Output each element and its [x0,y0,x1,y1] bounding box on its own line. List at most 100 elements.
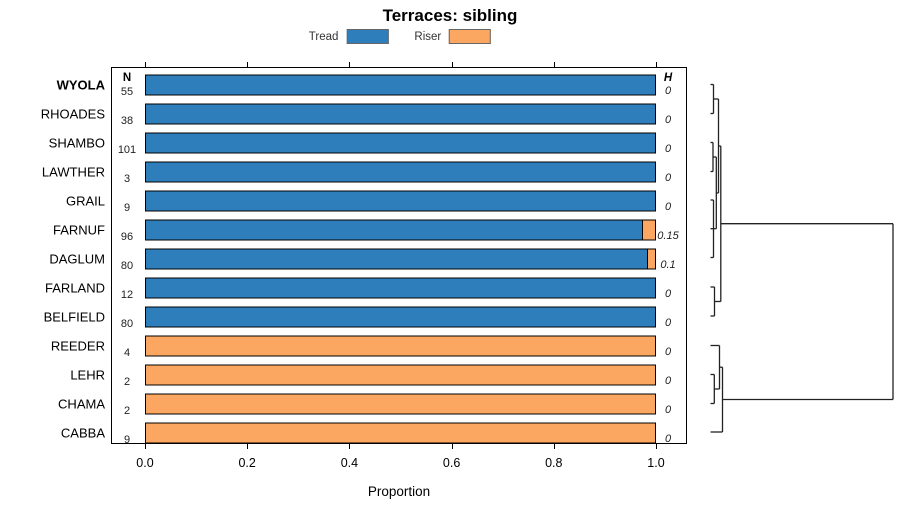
x-tick-label: 0.2 [238,456,256,470]
bar-segment-tread [146,191,655,211]
bar-segment-tread [146,307,655,327]
bar-segment-riser [146,365,655,385]
bottom-axis-tick [656,444,657,449]
plot-area-border [111,67,687,444]
bar-rhoades [145,103,656,125]
row-label-lawther: LAWTHER [41,164,105,180]
bar-lawther [145,161,656,183]
bar-segment-tread [146,133,655,153]
x-tick-label: 0.0 [136,456,154,470]
legend-label: Tread [308,30,339,43]
x-tick-label: 0.4 [340,456,359,470]
top-axis-tick [451,62,453,67]
h-value: 0 [664,201,672,213]
x-tick-label: 0.6 [442,456,461,470]
bar-segment-divider [646,249,649,269]
n-value: 9 [123,201,131,214]
h-value: 0 [664,114,672,126]
row-label-daglum: DAGLUM [49,251,105,267]
bar-segment-tread [146,75,655,95]
legend: Tread Riser [309,29,492,44]
row-label-reeder: REEDER [50,338,105,354]
bar-segment-tread [146,249,648,269]
h-value: 0 [664,172,672,184]
n-value: 80 [120,259,134,272]
h-value: 0 [664,85,672,97]
h-value: 0 [664,346,672,358]
bar-segment-tread [146,104,655,124]
bar-segment-tread [146,220,643,240]
h-value: 0.15 [657,230,679,242]
n-value: 4 [123,346,131,359]
h-value: 0.1 [660,259,676,271]
bar-segment-riser [146,336,655,356]
h-value: 0 [664,143,672,155]
legend-item-tread: Tread [309,29,389,44]
n-value: 2 [123,375,131,388]
legend-swatch-tread [346,29,389,44]
bar-reeder [145,335,656,357]
top-axis-tick [553,62,555,67]
row-label-rhoades: RHOADES [40,106,105,122]
legend-item-riser: Riser [414,29,492,44]
x-axis-title: Proportion [367,484,431,499]
bar-shambo [145,132,656,154]
n-value: 101 [117,143,137,156]
h-value: 0 [664,375,672,387]
bar-grail [145,190,656,212]
top-axis-tick [145,62,146,67]
bar-segment-riser [146,423,655,443]
row-label-lehr: LEHR [70,367,105,383]
bar-farland [145,277,656,299]
bottom-axis-tick [145,444,146,449]
bottom-axis-tick [451,444,453,449]
bottom-axis-tick [349,444,351,449]
bar-chama [145,393,656,415]
top-axis-tick [349,62,351,67]
legend-label: Riser [414,30,442,43]
bottom-axis-tick [247,444,249,449]
row-label-wyola: WYOLA [56,77,105,93]
h-value: 0 [664,288,672,300]
row-label-shambo: SHAMBO [48,135,105,151]
x-tick-label: 0.8 [545,456,563,470]
bar-cabba [145,422,656,444]
n-value: 96 [120,230,134,243]
n-value: 80 [120,317,134,330]
bottom-axis-tick [553,444,555,449]
n-value: 38 [120,114,134,127]
x-tick-label: 1.0 [647,456,665,470]
bar-lehr [145,364,656,386]
bar-segment-riser [146,394,655,414]
bar-segment-divider [641,220,643,240]
n-column-header: N [122,72,132,84]
h-value: 0 [664,433,672,445]
row-label-cabba: CABBA [60,425,105,441]
n-value: 55 [120,85,134,98]
bar-segment-riser [647,249,655,269]
n-value: 3 [123,172,131,185]
legend-swatch-riser [449,29,492,44]
bar-segment-tread [146,162,655,182]
h-value: 0 [664,404,672,416]
row-label-farland: FARLAND [45,280,105,296]
bar-daglum [145,248,656,270]
top-axis-tick [656,62,657,67]
bar-farnuf [145,219,656,241]
bar-wyola [145,74,656,96]
row-label-farnuf: FARNUF [53,222,105,238]
bar-belfield [145,306,656,328]
h-column-header: H [663,72,673,84]
bar-segment-riser [642,220,655,240]
h-value: 0 [664,317,672,329]
n-value: 2 [123,404,131,417]
n-value: 12 [120,288,134,301]
top-axis-tick [247,62,249,67]
row-label-chama: CHAMA [58,396,105,412]
bar-segment-tread [146,278,655,298]
row-label-belfield: BELFIELD [43,309,105,325]
chart-title: Terraces: sibling [382,6,518,25]
row-label-grail: GRAIL [65,193,105,209]
